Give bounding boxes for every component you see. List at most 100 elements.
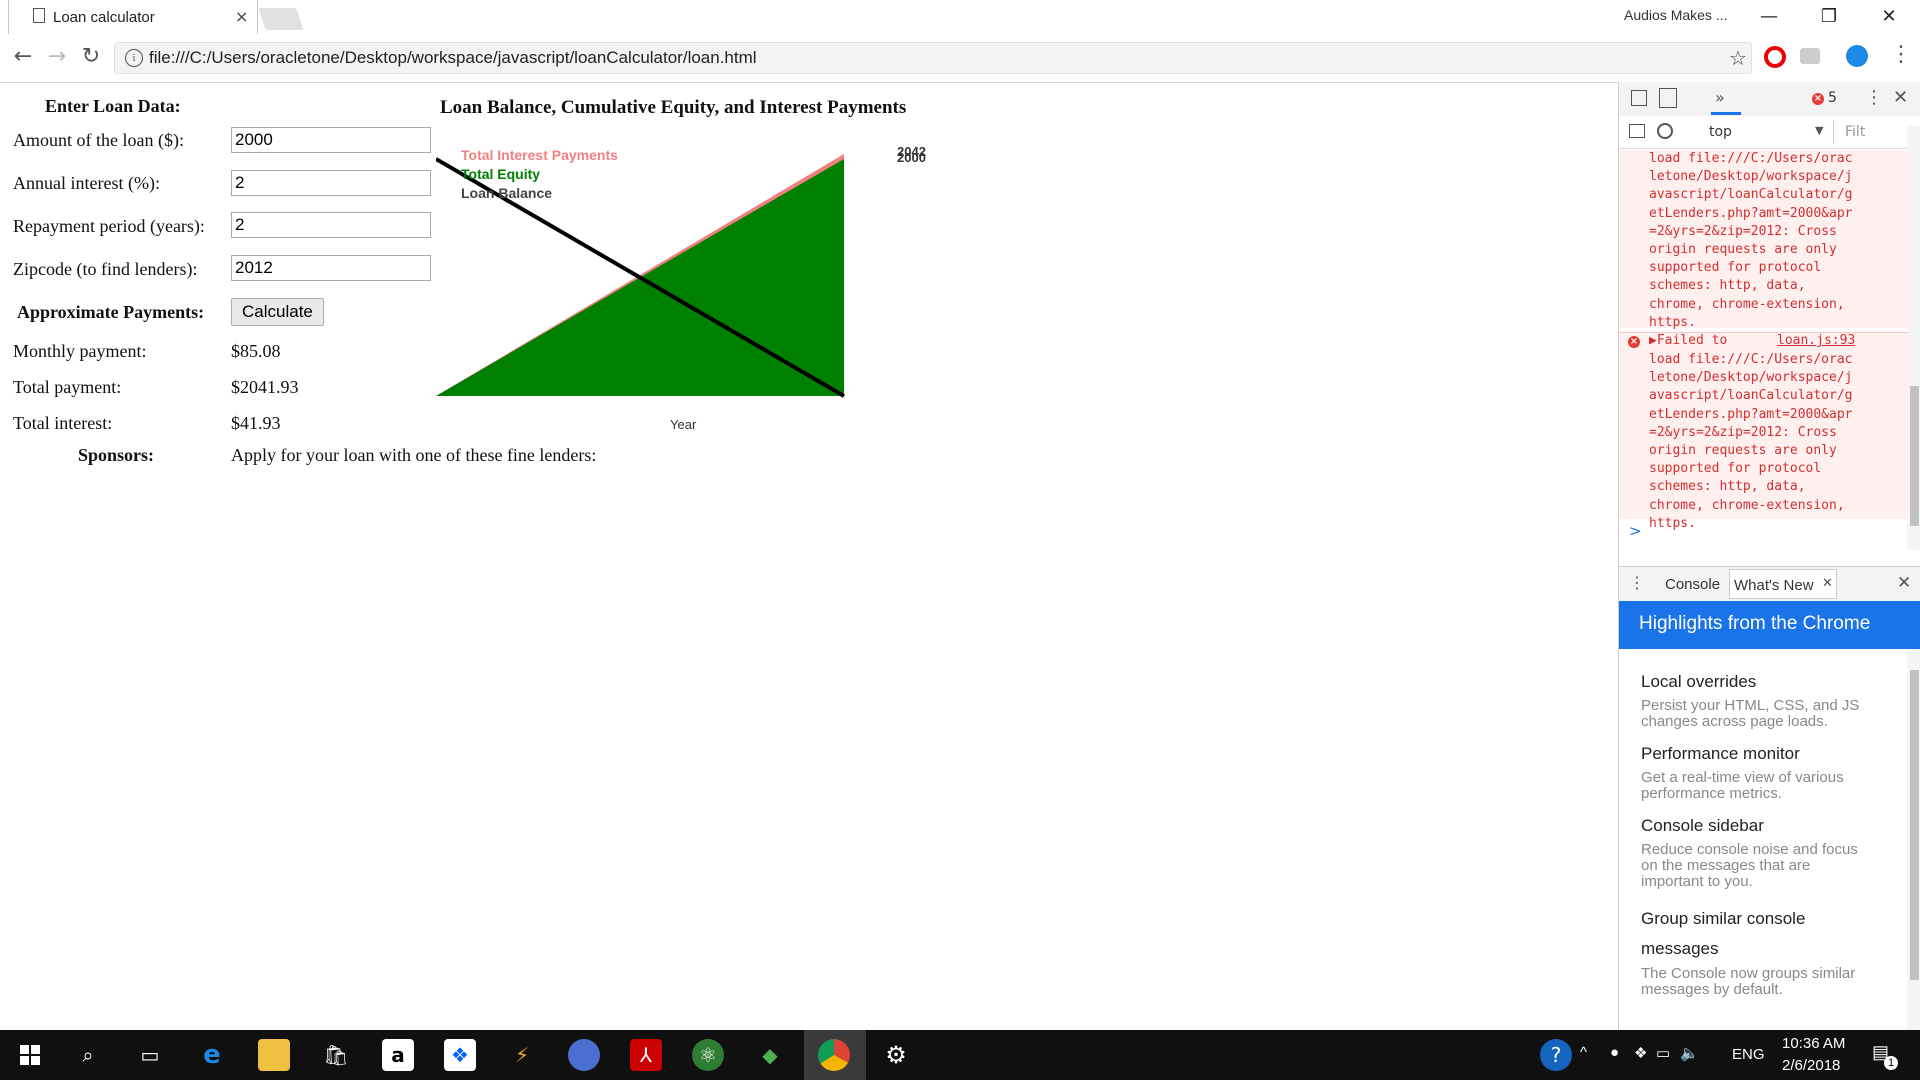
- calculate-button[interactable]: Calculate: [231, 298, 324, 326]
- more-panels-icon[interactable]: »: [1715, 88, 1725, 107]
- context-selector[interactable]: top: [1709, 124, 1732, 140]
- back-arrow-icon[interactable]: ←: [13, 44, 33, 69]
- settings-gear-icon[interactable]: ⚙: [885, 1041, 907, 1069]
- dropbox-tray-icon[interactable]: ❖: [1634, 1045, 1648, 1062]
- console-toolbar: top ▼ Filt: [1619, 116, 1920, 149]
- acrobat-icon[interactable]: ⅄: [630, 1039, 662, 1071]
- console-scrollbar[interactable]: [1907, 126, 1920, 550]
- loan-data-heading: Enter Loan Data:: [45, 96, 181, 116]
- tray-chevron-icon[interactable]: ^: [1580, 1044, 1588, 1061]
- highlight-item[interactable]: Console sidebar Reduce console noise and…: [1641, 816, 1871, 890]
- highlight-item[interactable]: Group similar console messages The Conso…: [1641, 904, 1871, 998]
- battery-icon[interactable]: ▭: [1656, 1045, 1671, 1062]
- highlight-desc: The Console now groups similar messages …: [1641, 965, 1856, 998]
- total-interest-value: $41.93: [231, 413, 281, 433]
- windows-start-icon[interactable]: [20, 1045, 40, 1065]
- error-count[interactable]: 5: [1828, 90, 1837, 106]
- scrollbar-thumb[interactable]: [1910, 670, 1919, 980]
- highlight-desc: Get a real-time view of various performa…: [1641, 769, 1844, 802]
- help-icon[interactable]: ?: [1540, 1039, 1572, 1071]
- forward-arrow-icon[interactable]: →: [47, 44, 67, 69]
- close-devtools-icon[interactable]: ✕: [1893, 87, 1909, 108]
- atom-icon[interactable]: ⚛: [692, 1039, 724, 1071]
- new-tab-button[interactable]: [258, 8, 304, 30]
- highlight-title: Local overrides: [1641, 672, 1757, 691]
- tab-whats-new[interactable]: What's New ✕: [1729, 569, 1837, 599]
- file-explorer-icon[interactable]: [258, 1039, 290, 1071]
- highlight-item[interactable]: Performance monitor Get a real-time view…: [1641, 744, 1871, 802]
- zip-input[interactable]: [231, 255, 431, 281]
- drawer-menu-icon[interactable]: ⋮: [1629, 573, 1645, 592]
- error-icon: ×: [1628, 336, 1640, 348]
- error-badge-icon[interactable]: ×: [1812, 93, 1824, 105]
- device-toolbar-icon[interactable]: [1659, 88, 1677, 108]
- tick-label-principal: 2000: [897, 150, 926, 165]
- close-window-button[interactable]: ✕: [1881, 6, 1897, 27]
- error-expand-label[interactable]: ▶Failed to: [1649, 333, 1728, 348]
- task-view-icon[interactable]: ▭: [140, 1043, 160, 1067]
- approx-payments-label: Approximate Payments:: [17, 302, 205, 322]
- total-payment-label: Total payment:: [13, 377, 122, 397]
- close-tab-icon[interactable]: ×: [235, 7, 249, 26]
- tab-title: Loan calculator: [53, 9, 155, 26]
- console-prompt[interactable]: >: [1629, 522, 1642, 540]
- amount-input[interactable]: [231, 127, 431, 153]
- tab-console[interactable]: Console: [1665, 576, 1721, 593]
- highlight-item[interactable]: Local overrides Persist your HTML, CSS, …: [1641, 672, 1871, 730]
- dropbox-icon[interactable]: ❖: [444, 1039, 476, 1071]
- clock-time[interactable]: 10:36 AM: [1782, 1035, 1846, 1052]
- bookmark-star-icon[interactable]: ☆: [1729, 46, 1747, 70]
- url-text[interactable]: file:///C:/Users/oracletone/Desktop/work…: [149, 48, 757, 67]
- sidebar-toggle-icon[interactable]: [1629, 124, 1645, 138]
- console-error-1: load file:///C:/Users/orac letone/Deskto…: [1619, 150, 1907, 330]
- browser-toolbar: ← → ↻ i file:///C:/Users/oracletone/Desk…: [0, 34, 1920, 83]
- scrollbar-thumb[interactable]: [1910, 386, 1919, 526]
- filter-input[interactable]: Filt: [1845, 124, 1866, 140]
- profile-extension-icon[interactable]: [1846, 45, 1868, 67]
- close-drawer-icon[interactable]: ✕: [1897, 573, 1912, 593]
- total-payment-value: $2041.93: [231, 377, 299, 397]
- notification-count: 1: [1884, 1056, 1898, 1070]
- tick-label-total: 2042: [897, 144, 926, 159]
- highlight-title: Group similar console messages: [1641, 909, 1806, 958]
- highlight-desc: Reduce console noise and focus on the me…: [1641, 841, 1858, 890]
- sublime-icon[interactable]: ⚡: [514, 1043, 530, 1067]
- devtools-menu-icon[interactable]: ⋮: [1865, 87, 1883, 108]
- error-source-link[interactable]: loan.js:93: [1777, 333, 1856, 348]
- clear-console-icon[interactable]: [1657, 123, 1673, 139]
- notification-icon[interactable]: ▤: [1872, 1042, 1890, 1062]
- legend-equity: Total Equity: [461, 166, 540, 182]
- window-user-label[interactable]: Audios Makes ...: [1624, 7, 1728, 23]
- clock-date[interactable]: 2/6/2018: [1782, 1057, 1841, 1074]
- chromium-icon[interactable]: [568, 1039, 600, 1071]
- tab-whats-new-label: What's New: [1734, 577, 1814, 594]
- chrome-icon[interactable]: [818, 1039, 850, 1071]
- network-icon[interactable]: ●: [1610, 1044, 1620, 1061]
- interest-input[interactable]: [231, 170, 431, 196]
- edge-icon[interactable]: e: [203, 1040, 221, 1070]
- language-indicator[interactable]: ENG: [1732, 1046, 1765, 1063]
- highlight-desc: Persist your HTML, CSS, and JS changes a…: [1641, 697, 1860, 730]
- browser-tab[interactable]: Loan calculator ×: [8, 0, 258, 34]
- close-tab-icon[interactable]: ✕: [1822, 576, 1833, 591]
- restore-button[interactable]: ❐: [1820, 6, 1838, 27]
- menu-kebab-icon[interactable]: ⋮: [1890, 42, 1912, 67]
- search-icon[interactable]: ⌕: [82, 1043, 94, 1067]
- legend-interest: Total Interest Payments: [461, 147, 618, 163]
- address-bar[interactable]: i file:///C:/Users/oracletone/Desktop/wo…: [114, 42, 1752, 74]
- inspect-icon[interactable]: [1631, 90, 1647, 106]
- legend-balance: Loan Balance: [461, 185, 552, 201]
- opera-extension-icon[interactable]: [1764, 46, 1786, 68]
- drawer-scrollbar[interactable]: [1907, 650, 1920, 1030]
- info-icon[interactable]: i: [125, 49, 143, 67]
- amazon-icon[interactable]: a: [382, 1039, 414, 1071]
- minimize-button[interactable]: —: [1760, 6, 1778, 27]
- sponsors-label: Sponsors:: [78, 445, 155, 465]
- gitkraken-icon[interactable]: ◆: [762, 1043, 778, 1067]
- period-input[interactable]: [231, 212, 431, 238]
- reload-icon[interactable]: ↻: [81, 44, 101, 69]
- extension-icon[interactable]: [1800, 48, 1820, 64]
- volume-icon[interactable]: 🔈: [1680, 1045, 1699, 1062]
- store-icon[interactable]: 🛍: [323, 1043, 349, 1067]
- context-dropdown-icon[interactable]: ▼: [1815, 124, 1824, 137]
